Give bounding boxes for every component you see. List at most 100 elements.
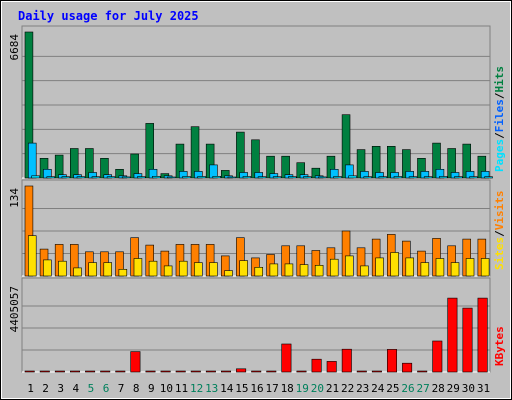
legend-visits: Visits [493, 191, 506, 231]
bar-kbytes-day-10 [160, 370, 171, 373]
legend: Sites/Visits [493, 191, 506, 271]
bar-kbytes-day-9 [145, 370, 156, 373]
bar-files-day-1 [27, 142, 37, 179]
bar-sites-day-13 [209, 262, 218, 277]
bar-kbytes-day-22 [341, 348, 352, 373]
bar-pages-day-9 [152, 176, 161, 179]
bar-pages-day-8 [137, 176, 146, 179]
bar-pages-day-7 [121, 176, 131, 179]
bar-kbytes-day-12 [190, 370, 201, 373]
bar-pages-day-23 [363, 176, 372, 179]
x-tick-label-30: 30 [462, 382, 475, 395]
legend: KBytes [493, 326, 506, 366]
bar-sites-day-3 [58, 260, 67, 277]
bar-kbytes-day-14 [221, 370, 232, 373]
x-tick-label-27: 27 [416, 382, 429, 395]
bar-sites-day-25 [390, 252, 399, 277]
day-axis: 1 2 3 4 5 6 7 8 9 10 11 12 13 14 15 16 17 18 19 20 21 22 23 24 2… [27, 382, 490, 395]
legend-hits: Hits [493, 66, 506, 93]
x-tick-label-4: 4 [72, 382, 79, 395]
bar-kbytes-day-16 [251, 370, 262, 373]
bar-kbytes-day-1 [24, 370, 35, 373]
bar-pages-day-24 [378, 176, 388, 179]
x-tick-label-14: 14 [220, 382, 234, 395]
bar-kbytes-day-19 [296, 370, 307, 373]
bar-kbytes-day-3 [54, 370, 65, 373]
bar-sites-day-10 [163, 265, 173, 277]
bar-kbytes-day-11 [175, 370, 186, 373]
bar-sites-day-26 [405, 257, 414, 277]
bar-kbytes-day-8 [130, 351, 141, 373]
legend-separator: / [493, 230, 506, 237]
x-tick-label-3: 3 [57, 382, 64, 395]
bar-kbytes-day-18 [281, 343, 292, 373]
x-tick-label-6: 6 [103, 382, 110, 395]
x-tick-label-25: 25 [386, 382, 399, 395]
bar-pages-day-29 [454, 176, 463, 179]
bar-pages-day-20 [318, 176, 327, 179]
bar-pages-day-17 [272, 176, 282, 179]
bar-pages-day-19 [303, 176, 312, 179]
bar-sites-day-2 [43, 259, 52, 277]
x-tick-label-31: 31 [477, 382, 490, 395]
bar-sites-day-21 [329, 258, 339, 277]
bar-sites-day-18 [284, 263, 294, 277]
bar-kbytes-day-27 [417, 370, 428, 373]
bar-kbytes-day-7 [115, 370, 126, 373]
bar-pages-day-27 [423, 176, 433, 179]
bar-pages-day-31 [484, 176, 493, 179]
kbytes-panel: 4405057 KBytes [8, 277, 506, 373]
bar-pages-day-21 [333, 176, 342, 179]
x-tick-label-24: 24 [371, 382, 385, 395]
bar-sites-day-8 [133, 258, 143, 277]
bar-sites-day-15 [239, 260, 248, 277]
bar-kbytes-day-30 [462, 307, 473, 373]
bar-sites-day-14 [224, 270, 233, 277]
bar-pages-day-5 [91, 176, 101, 179]
x-tick-label-9: 9 [148, 382, 155, 395]
bar-pages-day-30 [469, 176, 478, 179]
bar-kbytes-day-20 [311, 358, 322, 373]
bar-sites-day-19 [299, 264, 309, 277]
x-tick-label-8: 8 [133, 382, 140, 395]
bar-sites-day-5 [88, 262, 97, 277]
bar-kbytes-day-17 [266, 370, 277, 373]
bar-pages-day-14 [227, 176, 237, 179]
bar-kbytes-day-25 [386, 349, 397, 373]
x-tick-label-20: 20 [311, 382, 324, 395]
bar-pages-day-13 [212, 176, 222, 179]
bar-sites-day-12 [194, 262, 203, 277]
bar-kbytes-day-13 [205, 370, 216, 373]
bar-pages-day-4 [76, 176, 86, 179]
bar-pages-day-25 [393, 176, 403, 179]
bar-hits-day-12 [190, 126, 200, 179]
bar-pages-day-16 [257, 176, 267, 179]
bar-kbytes-day-5 [85, 370, 96, 373]
x-tick-label-29: 29 [447, 382, 460, 395]
y-max-label: 134 [8, 188, 21, 208]
bar-kbytes-day-15 [236, 368, 247, 373]
y-max-label: 6684 [8, 34, 21, 61]
bar-pages-day-18 [287, 176, 297, 179]
bar-kbytes-day-28 [432, 340, 443, 373]
bar-pages-day-1 [31, 175, 40, 179]
x-tick-label-5: 5 [88, 382, 95, 395]
bar-sites-day-9 [148, 260, 158, 277]
legend-kbytes: KBytes [493, 326, 506, 366]
bar-kbytes-day-31 [477, 297, 488, 373]
legend-sites: Sites [493, 237, 506, 270]
bar-pages-day-11 [182, 176, 191, 179]
x-tick-label-26: 26 [401, 382, 414, 395]
x-tick-label-19: 19 [296, 382, 309, 395]
bar-pages-day-10 [167, 176, 176, 179]
bar-sites-day-24 [375, 257, 384, 277]
chart-title: Daily usage for July 2025 [18, 9, 199, 23]
bar-sites-day-22 [345, 255, 354, 277]
visits-sites-panel: 134 Sites/Visits [8, 179, 506, 277]
bar-pages-day-12 [197, 176, 206, 179]
bar-kbytes-day-29 [447, 297, 458, 373]
bar-sites-day-11 [179, 260, 188, 277]
x-tick-label-13: 13 [205, 382, 218, 395]
